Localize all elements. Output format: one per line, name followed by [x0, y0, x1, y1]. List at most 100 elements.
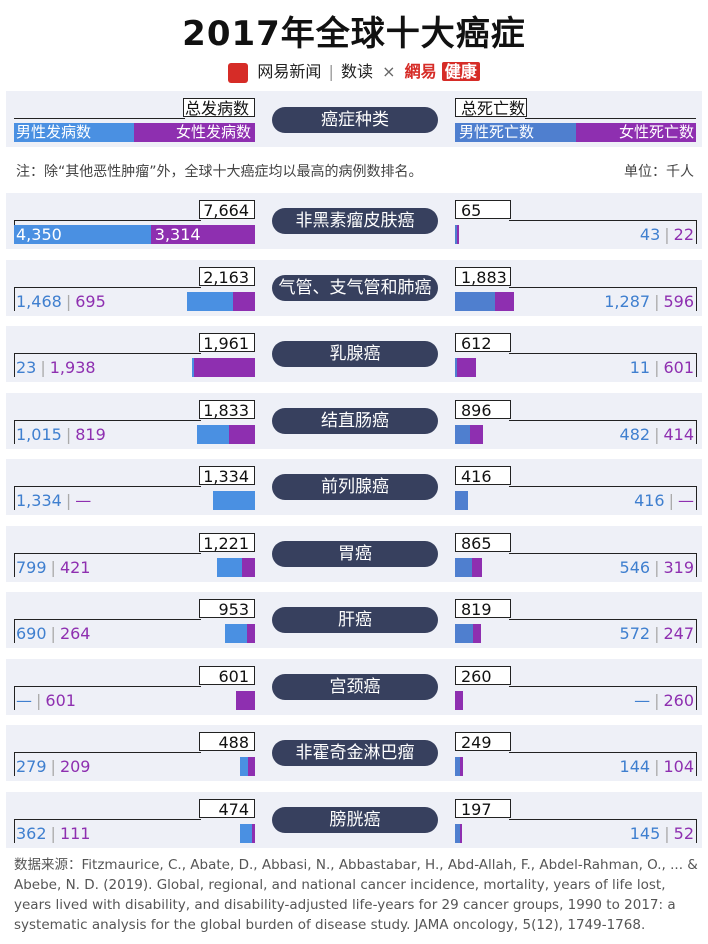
incidence-total-label: 1,833	[199, 399, 255, 420]
incidence-male-value: 690	[16, 624, 47, 643]
death-line	[509, 552, 696, 554]
death-female-value: 104	[663, 757, 694, 776]
death-values: 572 | 247	[620, 624, 694, 643]
death-female-value: 596	[663, 291, 694, 311]
death-edge	[696, 286, 697, 311]
incidence-edge	[14, 419, 15, 444]
incidence-values: 690 | 264	[16, 624, 90, 643]
death-values: 144 | 104	[620, 757, 694, 776]
incidence-female-bar	[150, 225, 255, 244]
death-values: 546 | 319	[620, 558, 694, 577]
page-title: 2017年全球十大癌症	[182, 14, 526, 54]
incidence-line	[14, 552, 201, 554]
death-values: 43 | 22	[640, 225, 694, 244]
incidence-female-bar	[241, 557, 255, 577]
value-separator: |	[654, 624, 660, 643]
incidence-male-value: 799	[16, 557, 47, 577]
death-male-value: 416	[634, 491, 665, 510]
death-female-bar	[470, 424, 484, 444]
value-separator: |	[654, 557, 660, 577]
legend-death-male: 男性死亡数	[459, 123, 535, 141]
cancer-name-pill: 胃癌	[272, 540, 438, 567]
incidence-edge	[14, 353, 15, 377]
death-male-bar	[455, 624, 473, 643]
incidence-female-value: 421	[59, 557, 91, 577]
incidence-edge	[14, 486, 15, 510]
death-male-bar	[455, 291, 496, 311]
value-separator: |	[50, 823, 56, 843]
death-values: 416 | —	[634, 491, 694, 510]
death-line	[509, 419, 696, 421]
death-female-value: 319	[663, 557, 694, 577]
incidence-male-value: 362	[16, 823, 47, 843]
incidence-female-value: 209	[59, 757, 91, 776]
incidence-female-bar	[251, 823, 255, 843]
legend-female-bar	[134, 123, 255, 142]
legend-death-male-bar	[455, 123, 576, 142]
incidence-female-value: 3,314	[154, 225, 201, 244]
death-female-bar	[472, 557, 483, 577]
death-edge	[696, 486, 697, 510]
cancer-name-pill: 肝癌	[272, 607, 438, 633]
legend-incidence-total: 总发病数	[183, 98, 255, 118]
incidence-female-value: 819	[75, 424, 106, 444]
incidence-female-bar	[194, 358, 255, 377]
incidence-female-value: 695	[75, 291, 106, 311]
death-male-value: 1,287	[604, 291, 651, 311]
death-total-label: 65	[455, 200, 511, 220]
death-male-value: 546	[619, 557, 651, 577]
incidence-edge	[14, 685, 15, 710]
value-separator: |	[654, 690, 660, 710]
value-separator: |	[668, 491, 674, 510]
death-male-value: 572	[619, 624, 651, 643]
incidence-total-label: 953	[199, 599, 255, 619]
death-line	[509, 220, 696, 221]
value-separator: |	[664, 823, 670, 843]
brand-partner: 網易	[404, 62, 437, 81]
death-female-bar	[495, 291, 515, 311]
value-separator: |	[654, 358, 660, 377]
incidence-line	[14, 619, 201, 620]
incidence-male-value: 4,350	[16, 225, 62, 244]
incidence-female-value: 601	[45, 690, 76, 710]
death-male-bar	[455, 424, 471, 444]
source-text: 数据来源：Fitzmaurice, C., Abate, D., Abbasi,…	[14, 857, 698, 933]
death-edge	[696, 419, 697, 444]
legend-death-line	[525, 118, 696, 119]
value-separator: |	[65, 424, 72, 444]
death-total-label: 612	[455, 333, 511, 353]
death-male-value: 144	[619, 757, 651, 776]
incidence-male-value: 1,015	[16, 424, 62, 444]
value-separator: |	[654, 757, 660, 776]
incidence-line	[14, 685, 201, 687]
incidence-female-bar	[236, 690, 255, 710]
incidence-female-value: 1,938	[49, 358, 96, 377]
death-line	[509, 286, 696, 288]
incidence-values: 4,350 3,314	[16, 225, 201, 244]
value-separator: |	[654, 291, 660, 311]
incidence-male-bar	[192, 358, 195, 377]
death-line	[509, 486, 696, 487]
death-female-value: 601	[663, 358, 694, 377]
cancer-name-pill: 前列腺癌	[272, 474, 438, 500]
death-male-bar	[455, 358, 457, 377]
incidence-edge	[14, 286, 15, 311]
death-line	[509, 353, 696, 354]
incidence-values: 1,334 | —	[16, 491, 91, 510]
brand-publisher: 网易新闻	[257, 62, 322, 81]
incidence-male-bar	[225, 624, 247, 643]
death-total-label: 260	[455, 665, 511, 686]
incidence-values: 362 | 111	[16, 824, 90, 843]
incidence-male-value: 23	[16, 358, 37, 377]
cancer-name-pill: 膀胱癌	[272, 806, 438, 833]
death-female-value: 414	[663, 424, 694, 444]
incidence-male-bar	[213, 491, 255, 510]
incidence-total-label: 474	[199, 798, 255, 819]
death-male-bar	[455, 225, 457, 244]
incidence-line	[14, 752, 201, 753]
death-edge	[696, 619, 697, 643]
incidence-edge	[14, 552, 15, 577]
value-separator: |	[654, 424, 660, 444]
incidence-female-value: 264	[59, 624, 91, 643]
death-total-label: 197	[455, 798, 511, 819]
